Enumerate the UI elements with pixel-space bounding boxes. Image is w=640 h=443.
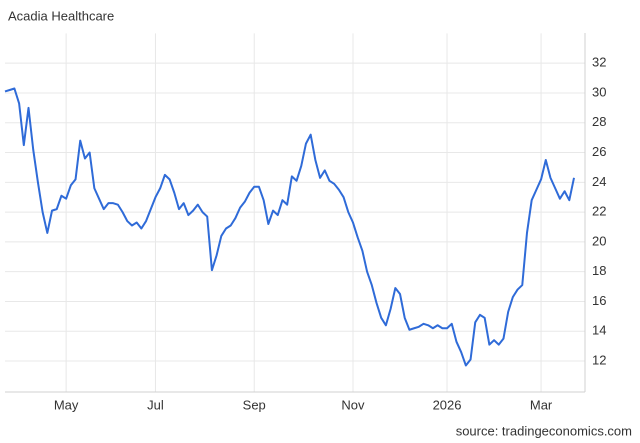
- y-tick-label: 16: [592, 293, 606, 308]
- y-tick-label: 22: [592, 204, 606, 219]
- price-line: [4, 87, 575, 367]
- y-tick-label: 24: [592, 174, 606, 189]
- x-tick-label: Jul: [147, 397, 164, 412]
- y-tick-label: 30: [592, 84, 606, 99]
- y-tick-label: 12: [592, 352, 606, 367]
- x-tick-label: Nov: [341, 397, 365, 412]
- y-tick-label: 28: [592, 114, 606, 129]
- source-note: source: tradingeconomics.com: [456, 423, 632, 438]
- y-tick-label: 26: [592, 144, 606, 159]
- y-tick-label: 20: [592, 233, 606, 248]
- x-tick-label: Sep: [243, 397, 266, 412]
- y-tick-label: 18: [592, 263, 606, 278]
- chart-title: Acadia Healthcare: [8, 8, 114, 23]
- x-tick-label: 2026: [433, 397, 462, 412]
- x-tick-label: Mar: [530, 397, 553, 412]
- y-tick-label: 14: [592, 323, 606, 338]
- y-tick-label: 32: [592, 55, 606, 70]
- x-tick-label: May: [54, 397, 79, 412]
